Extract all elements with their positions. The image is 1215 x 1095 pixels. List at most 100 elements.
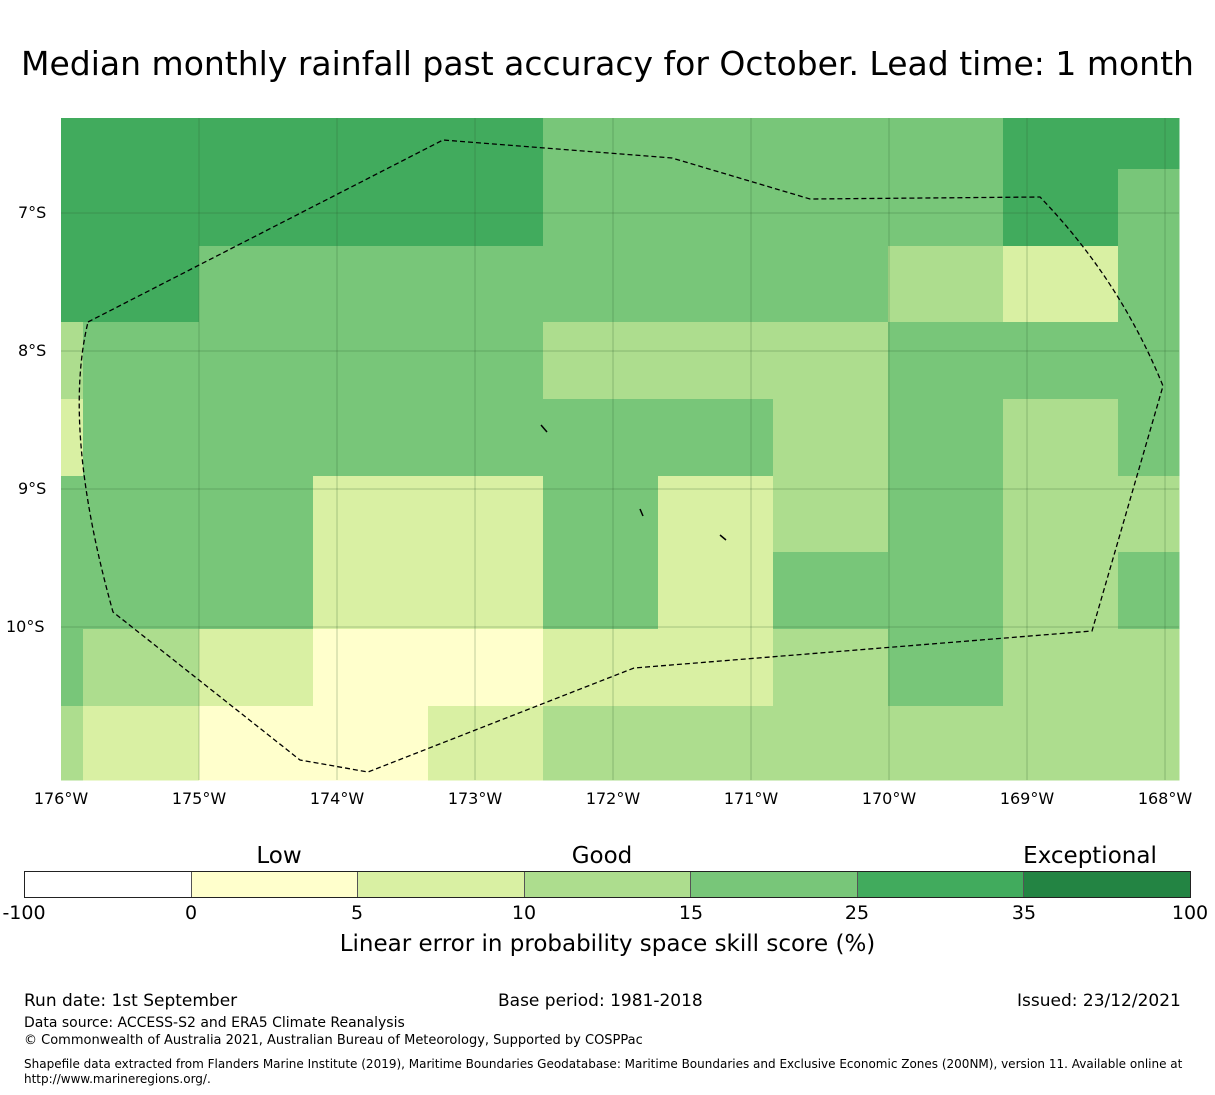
category-exceptional: Exceptional xyxy=(1023,843,1157,869)
skill-cell xyxy=(543,246,659,323)
skill-cell xyxy=(428,246,544,323)
skill-cell xyxy=(1003,322,1119,400)
skill-cell xyxy=(543,706,659,781)
colorbar-tick: 25 xyxy=(844,902,870,924)
skill-cell xyxy=(83,322,200,400)
skill-cell xyxy=(543,322,659,400)
colorbar-segment xyxy=(691,872,858,897)
skill-cell xyxy=(83,629,200,707)
skill-cell xyxy=(428,706,544,781)
skill-cell xyxy=(888,476,1004,553)
lat-label-9s: 9°S xyxy=(18,479,47,498)
skill-cell xyxy=(61,246,84,323)
skill-cell xyxy=(1118,246,1180,323)
skill-cell xyxy=(313,399,429,477)
skill-cell xyxy=(658,706,774,781)
skill-cell xyxy=(773,118,889,170)
eez-boundary xyxy=(78,139,1164,773)
skill-cell xyxy=(61,399,84,477)
skill-score-map xyxy=(61,118,1180,781)
lat-label-10s: 10°S xyxy=(6,617,45,636)
skill-cell xyxy=(658,169,774,247)
skill-cell xyxy=(1118,399,1180,477)
skill-cell xyxy=(61,629,84,707)
skill-cell xyxy=(61,169,84,247)
skill-grid-cells xyxy=(61,118,1180,781)
colorbar-tick: 35 xyxy=(1011,902,1037,924)
skill-cell xyxy=(888,118,1004,170)
skill-cell xyxy=(1118,322,1180,400)
skill-cell xyxy=(61,706,84,781)
skill-cell xyxy=(1118,169,1180,247)
skill-cell xyxy=(888,322,1004,400)
skill-cell xyxy=(773,322,889,400)
skill-cell xyxy=(83,706,200,781)
skill-cell xyxy=(1003,169,1119,247)
skill-cell xyxy=(888,552,1004,630)
skill-cell xyxy=(543,552,659,630)
island xyxy=(540,424,548,433)
colorbar xyxy=(24,871,1191,898)
skill-cell xyxy=(83,552,200,630)
skill-cell xyxy=(773,399,889,477)
issued-date: Issued: 23/12/2021 xyxy=(1017,991,1181,1011)
skill-cell xyxy=(83,246,200,323)
skill-cell xyxy=(1003,552,1119,630)
skill-cell xyxy=(428,552,544,630)
skill-cell xyxy=(61,118,84,170)
skill-cell xyxy=(543,476,659,553)
graticule xyxy=(61,118,1179,780)
skill-cell xyxy=(199,706,314,781)
skill-cell xyxy=(1003,629,1119,707)
skill-cell xyxy=(888,399,1004,477)
colorbar-segment xyxy=(524,872,692,897)
skill-cell xyxy=(543,399,659,477)
skill-cell xyxy=(199,169,314,247)
skill-cell xyxy=(543,118,659,170)
colorbar-tick: 10 xyxy=(511,902,537,924)
copyright: © Commonwealth of Australia 2021, Austra… xyxy=(24,1033,643,1048)
skill-cell xyxy=(1003,476,1119,553)
skill-cell xyxy=(313,118,429,170)
colorbar-segment xyxy=(1024,872,1191,897)
skill-cell xyxy=(1003,246,1119,323)
category-low: Low xyxy=(256,843,302,869)
skill-cell xyxy=(543,169,659,247)
skill-cell xyxy=(658,552,774,630)
skill-cell xyxy=(313,629,429,707)
skill-cell xyxy=(1003,399,1119,477)
colorbar-tick: 100 xyxy=(1171,902,1209,924)
skill-cell xyxy=(773,552,889,630)
lon-label-170w: 170°W xyxy=(861,789,917,808)
colorbar-tick: 5 xyxy=(350,902,364,924)
skill-cell xyxy=(61,322,84,400)
skill-cell xyxy=(313,246,429,323)
skill-cell xyxy=(61,476,84,553)
colorbar-segment xyxy=(25,872,192,897)
skill-cell xyxy=(1118,706,1180,781)
lon-label-168w: 168°W xyxy=(1137,789,1193,808)
skill-cell xyxy=(313,476,429,553)
skill-cell xyxy=(1118,629,1180,707)
colorbar-tick: -100 xyxy=(2,902,46,924)
colorbar-tick: 15 xyxy=(678,902,704,924)
skill-cell xyxy=(199,629,314,707)
skill-cell xyxy=(773,629,889,707)
lat-label-7s: 7°S xyxy=(18,203,47,222)
skill-cell xyxy=(199,399,314,477)
skill-cell xyxy=(428,169,544,247)
lon-label-171w: 171°W xyxy=(723,789,779,808)
skill-cell xyxy=(199,246,314,323)
skill-cell xyxy=(199,118,314,170)
skill-cell xyxy=(313,322,429,400)
skill-cell xyxy=(1118,476,1180,553)
lon-label-173w: 173°W xyxy=(447,789,503,808)
skill-cell xyxy=(199,476,314,553)
skill-cell xyxy=(1118,552,1180,630)
skill-cell xyxy=(61,552,84,630)
skill-cell xyxy=(83,118,200,170)
skill-cell xyxy=(888,706,1004,781)
skill-cell xyxy=(1003,706,1119,781)
skill-cell xyxy=(773,706,889,781)
skill-cell xyxy=(658,399,774,477)
